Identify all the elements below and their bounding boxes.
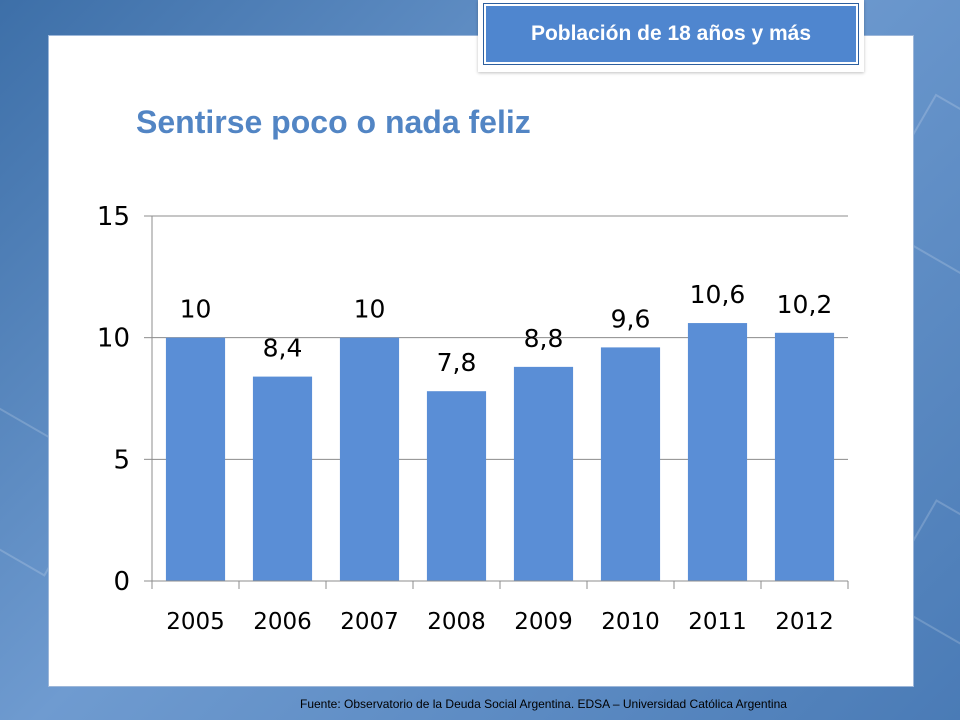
bar — [774, 332, 835, 581]
x-tick-label: 2008 — [427, 609, 486, 635]
bar — [687, 323, 748, 581]
bar — [339, 337, 400, 581]
bar — [513, 366, 574, 581]
bar-chart: 10 8,4 10 7,8 8,8 9,6 10,6 10,2 0 5 10 15 2005 2006 2… — [97, 202, 849, 635]
y-tick-label: 5 — [113, 445, 130, 475]
data-label: 9,6 — [611, 304, 651, 333]
data-label: 10 — [180, 295, 212, 324]
x-tick-label: 2007 — [340, 609, 399, 635]
y-tick-label: 10 — [97, 324, 130, 354]
population-badge-text: Población de 18 años y más — [483, 3, 859, 65]
x-tick-label: 2006 — [253, 609, 312, 635]
x-tick-label: 2010 — [601, 609, 660, 635]
x-tick-label: 2011 — [688, 609, 747, 635]
data-label: 8,8 — [524, 324, 564, 353]
data-label: 10,2 — [777, 290, 833, 319]
data-label: 7,8 — [437, 348, 477, 377]
population-badge: Población de 18 años y más — [478, 0, 864, 72]
x-tick-label: 2005 — [166, 609, 225, 635]
y-tick-label: 0 — [113, 567, 130, 597]
chart-title: Sentirse poco o nada feliz — [136, 104, 531, 140]
bar — [600, 347, 661, 581]
bar — [252, 376, 313, 581]
source-footer: Fuente: Observatorio de la Deuda Social … — [300, 697, 787, 711]
x-tick-label: 2012 — [775, 609, 834, 635]
data-label: 10 — [354, 295, 386, 324]
bar — [165, 337, 226, 581]
y-tick-label: 15 — [97, 202, 130, 232]
data-label: 8,4 — [263, 334, 303, 363]
x-tick-label: 2009 — [514, 609, 573, 635]
data-label: 10,6 — [690, 280, 746, 309]
bar — [426, 391, 487, 581]
